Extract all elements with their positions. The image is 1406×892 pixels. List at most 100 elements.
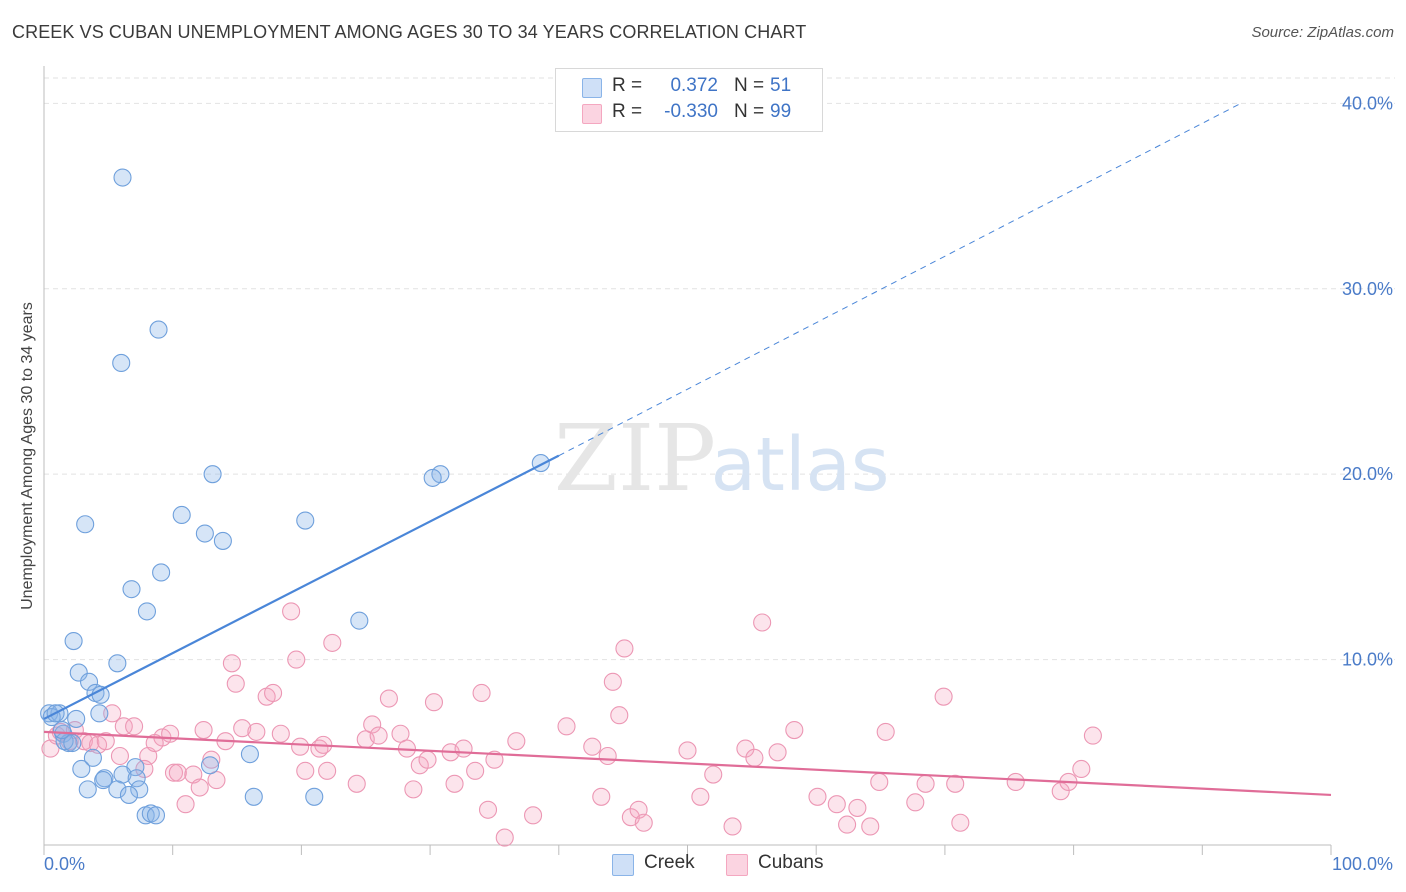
- cubans-trend-line: [43, 730, 1332, 797]
- cubans-point: [271, 724, 290, 743]
- cubans-point: [723, 817, 742, 836]
- cubans-point: [916, 774, 935, 793]
- cubans-point: [145, 733, 164, 753]
- cubans-point: [610, 706, 629, 725]
- chart-title: CREEK VS CUBAN UNEMPLOYMENT AMONG AGES 3…: [12, 22, 807, 42]
- creek-point: [152, 563, 171, 582]
- creek-point: [64, 632, 83, 651]
- cubans-point: [110, 746, 129, 766]
- stats-box: R = 0.372 N = 51 R = -0.330 N = 99: [555, 68, 823, 132]
- cubans-point: [934, 687, 953, 706]
- cubans-point: [951, 813, 970, 832]
- creek-point: [108, 654, 127, 673]
- cubans-point: [445, 774, 464, 793]
- creek-point: [244, 787, 263, 806]
- cubans-point: [233, 719, 252, 738]
- cubans-point: [168, 763, 187, 782]
- creek-point: [122, 580, 141, 599]
- x-tick-label: 0.0%: [44, 854, 85, 874]
- cubans-point: [485, 750, 504, 769]
- cubans-point: [466, 761, 485, 780]
- cubans-point: [164, 763, 184, 782]
- cubans-point: [524, 806, 543, 825]
- creek-point: [78, 780, 97, 799]
- watermark-atlas: atlas: [711, 422, 890, 508]
- n-label: N =: [734, 101, 765, 122]
- cubans-point: [704, 765, 723, 784]
- watermark-zip: ZIP: [554, 405, 716, 512]
- creek-point: [130, 780, 149, 799]
- cubans-point: [598, 746, 617, 766]
- cubans-point: [753, 613, 772, 632]
- creek-point: [146, 806, 166, 825]
- cubans-point: [808, 787, 827, 806]
- y-tick-label: 40.0%: [1342, 93, 1393, 113]
- n-label: N =: [734, 75, 765, 96]
- cubans-point: [495, 828, 514, 847]
- cubans-point: [96, 732, 115, 751]
- legend-swatch-cubans: [726, 854, 748, 876]
- cubans-point: [870, 772, 889, 792]
- cubans-point: [1072, 759, 1091, 779]
- creek-point: [200, 756, 220, 775]
- cubans-point: [848, 798, 867, 817]
- cubans-point: [424, 693, 444, 712]
- creek-point: [90, 704, 109, 723]
- cubans-point: [369, 726, 388, 745]
- creek-point: [108, 780, 127, 799]
- cubans-point: [946, 774, 965, 793]
- r-label: R =: [612, 101, 643, 122]
- creek-point: [137, 602, 157, 621]
- creek-point: [350, 611, 369, 630]
- cubans-point: [838, 815, 857, 834]
- cubans-point: [194, 720, 213, 740]
- cubans-point: [418, 750, 437, 769]
- creek-trend-extension: [558, 102, 1242, 457]
- cubans-point: [176, 795, 195, 814]
- cubans-point: [603, 672, 622, 691]
- creek-point: [240, 745, 259, 764]
- creek-point: [149, 320, 168, 339]
- creek-point: [52, 720, 72, 740]
- cubans-point: [507, 732, 526, 751]
- cubans-point: [861, 817, 880, 836]
- cubans-point: [125, 717, 144, 736]
- r-value: 0.372: [670, 75, 718, 96]
- cubans-point: [363, 715, 382, 734]
- cubans-point: [768, 743, 787, 762]
- cubans-point: [785, 720, 804, 740]
- cubans-point: [472, 683, 491, 703]
- stats-row-cubans: R = -0.330 N = 99: [556, 101, 822, 127]
- cubans-point: [247, 722, 266, 741]
- cubans-point: [161, 724, 180, 743]
- cubans-point: [1006, 772, 1025, 792]
- legend-swatch-creek: [612, 854, 634, 876]
- creek-swatch: [582, 78, 602, 98]
- cubans-point: [691, 787, 710, 806]
- cubans-point: [135, 759, 154, 779]
- cubans-point: [1083, 726, 1102, 745]
- cubans-point: [226, 674, 245, 693]
- cubans-point: [592, 787, 611, 806]
- n-value: 99: [770, 101, 792, 122]
- cubans-point: [583, 737, 602, 756]
- creek-point: [423, 468, 442, 487]
- cubans-point: [876, 722, 895, 741]
- cubans-point: [318, 761, 337, 780]
- creek-point: [79, 672, 99, 691]
- creek-point: [213, 531, 232, 550]
- creek-point: [63, 733, 82, 753]
- creek-point: [76, 515, 95, 534]
- creek-point: [69, 663, 88, 682]
- creek-point: [119, 785, 138, 804]
- creek-point: [72, 759, 91, 779]
- y-tick-label: 20.0%: [1342, 464, 1393, 484]
- gridlines: [44, 77, 1395, 661]
- r-value: -0.330: [664, 101, 718, 122]
- creek-point: [113, 168, 132, 187]
- cubans-point: [287, 650, 306, 669]
- x-tick-label: 100.0%: [1332, 854, 1393, 874]
- cubans-point: [827, 795, 846, 814]
- cubans-point: [291, 737, 310, 756]
